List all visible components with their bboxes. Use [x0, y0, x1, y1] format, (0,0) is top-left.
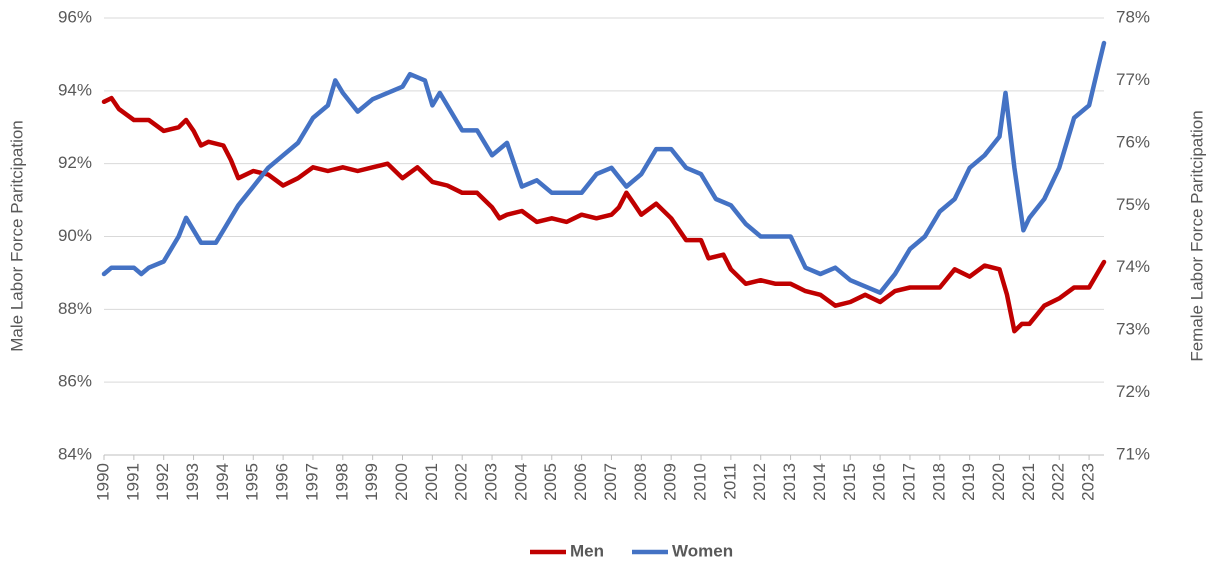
y2-tick-label: 75%	[1116, 195, 1150, 214]
y-tick-label: 96%	[58, 7, 92, 26]
x-tick-label: 2019	[959, 463, 978, 501]
x-tick-label: 2000	[392, 463, 411, 501]
line-series	[101, 95, 1107, 334]
x-tick-label: 2014	[810, 463, 829, 501]
x-tick-label: 1990	[93, 463, 112, 501]
y2-tick-label: 71%	[1116, 444, 1150, 463]
x-tick-label: 2017	[899, 463, 918, 501]
y2-tick-label: 74%	[1116, 257, 1150, 276]
x-tick-label: 2023	[1079, 463, 1098, 501]
x-tick-label: 2015	[840, 463, 859, 501]
x-tick-label: 2012	[750, 463, 769, 501]
x-tick-label: 1996	[273, 463, 292, 501]
x-tick-label: 1998	[332, 463, 351, 501]
x-tick-label: 2002	[452, 463, 471, 501]
x-tick-label: 2009	[661, 463, 680, 501]
x-tick-label: 1993	[183, 463, 202, 501]
legend-label: Women	[672, 541, 733, 560]
y2-tick-label: 76%	[1116, 132, 1150, 151]
x-tick-label: 2003	[482, 463, 501, 501]
y-tick-label: 84%	[58, 444, 92, 463]
x-tick-label: 2010	[690, 463, 709, 501]
y-tick-label: 86%	[58, 372, 92, 391]
y-tick-label: 90%	[58, 226, 92, 245]
line-series	[101, 40, 1107, 295]
x-tick-label: 2022	[1049, 463, 1068, 501]
x-tick-label: 2005	[541, 463, 560, 501]
x-tick-label: 2011	[720, 463, 739, 500]
x-tick-label: 2020	[989, 463, 1008, 501]
x-tick-label: 2008	[631, 463, 650, 501]
x-tick-label: 2006	[571, 463, 590, 501]
x-tick-label: 1995	[243, 463, 262, 501]
x-tick-label: 2007	[601, 463, 620, 501]
x-tick-label: 1994	[213, 463, 232, 501]
legend-label: Men	[570, 541, 604, 560]
y2-tick-label: 78%	[1116, 7, 1150, 26]
y2-tick-label: 77%	[1116, 70, 1150, 89]
x-tick-label: 2016	[870, 463, 889, 501]
y-axis-title: Male Labor Force Paritcipation	[7, 120, 26, 352]
y-tick-label: 88%	[58, 299, 92, 318]
x-tick-label: 2013	[780, 463, 799, 501]
x-tick-label: 2004	[511, 463, 530, 501]
y-tick-label: 92%	[58, 153, 92, 172]
x-tick-label: 2021	[1019, 463, 1038, 501]
y2-tick-label: 72%	[1116, 382, 1150, 401]
x-tick-label: 2018	[929, 463, 948, 501]
x-tick-label: 2001	[422, 463, 441, 501]
x-tick-label: 1997	[302, 463, 321, 501]
x-tick-label: 1999	[362, 463, 381, 501]
y2-tick-label: 73%	[1116, 320, 1150, 339]
y2-axis-title: Female Labor Force Paritcipation	[1187, 110, 1206, 361]
x-tick-label: 1992	[153, 463, 172, 501]
y-tick-label: 94%	[58, 80, 92, 99]
x-tick-label: 1991	[123, 463, 142, 501]
